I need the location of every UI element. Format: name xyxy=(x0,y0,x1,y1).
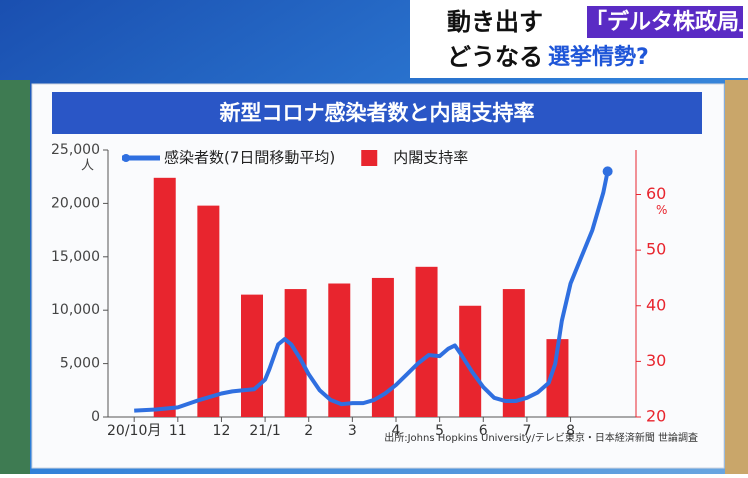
caption-text: 動き出す xyxy=(447,8,543,36)
y-tick-label: 5,000 xyxy=(60,356,100,372)
studio-wall xyxy=(725,80,748,474)
bar xyxy=(153,177,176,417)
y2-tick-label: 40 xyxy=(646,295,666,314)
x-tick-label: 7 xyxy=(522,423,531,439)
y2-tick-label: 50 xyxy=(646,240,666,259)
bar xyxy=(241,294,263,417)
x-tick-label: 4 xyxy=(392,423,401,439)
y2-tick-label: 20 xyxy=(646,407,666,426)
x-tick-label: 11 xyxy=(169,423,187,439)
bar xyxy=(328,283,351,417)
y2-unit: % xyxy=(656,203,667,217)
title-bar xyxy=(52,92,702,134)
x-tick-label: 12 xyxy=(213,423,231,439)
x-tick-label: 20/10月 xyxy=(107,423,161,439)
x-tick-label: 6 xyxy=(479,423,488,439)
x-tick-label: 5 xyxy=(435,423,444,439)
legend-label: 内閣支持率 xyxy=(393,149,468,167)
bar xyxy=(415,266,438,417)
y-unit: 人 xyxy=(81,159,94,174)
bar xyxy=(459,305,482,417)
caption-text: どうなる xyxy=(447,43,543,71)
bar xyxy=(502,289,525,417)
bar xyxy=(197,205,220,417)
y-tick-label: 15,000 xyxy=(51,249,100,265)
legend-symbol xyxy=(122,154,130,162)
caption-text: 「デルタ株政局」 xyxy=(585,9,748,35)
bar xyxy=(546,339,569,417)
x-tick-label: 3 xyxy=(348,423,357,439)
legend-label: 感染者数(7日間移動平均) xyxy=(164,149,335,167)
line-end-marker xyxy=(602,166,613,177)
y-tick-label: 25,000 xyxy=(51,142,100,158)
line xyxy=(134,170,610,413)
y-tick-label: 0 xyxy=(91,409,100,425)
chart-title: 新型コロナ感染者数と内閣支持率 xyxy=(220,101,535,125)
y-tick-label: 20,000 xyxy=(51,195,100,211)
source-note: 出所:Johns Hopkins University/テレビ東京・日本経済新聞… xyxy=(384,431,698,444)
caption-text: 選挙情勢? xyxy=(548,44,649,70)
y-tick-label: 10,000 xyxy=(51,302,100,318)
x-tick-label: 8 xyxy=(566,423,575,439)
caption-highlight xyxy=(587,6,743,38)
legend-symbol xyxy=(361,150,378,166)
plants xyxy=(0,80,30,474)
y2-tick-label: 60 xyxy=(646,184,666,203)
x-tick-label: 2 xyxy=(304,423,313,439)
y2-tick-label: 30 xyxy=(646,351,666,370)
bar xyxy=(371,277,394,417)
x-tick-label: 21/1 xyxy=(249,423,280,439)
